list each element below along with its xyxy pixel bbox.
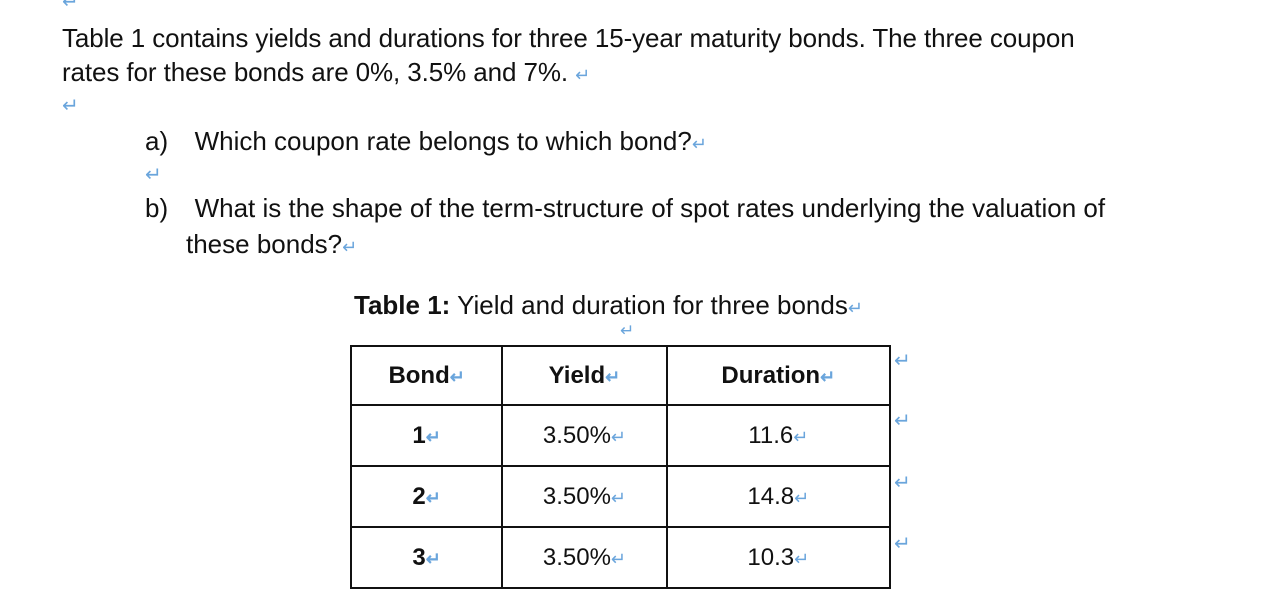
header-duration: Duration↵ <box>665 345 892 406</box>
table-row: 1↵ 3.50%↵ 11.6↵ <box>349 404 892 467</box>
intro-line-2: rates for these bonds are 0%, 3.5% and 7… <box>62 55 1202 92</box>
cell-end-icon: ↵ <box>794 548 810 569</box>
cell-end-icon: ↵ <box>794 487 810 508</box>
cell-end-icon: ↵ <box>610 426 627 447</box>
bonds-table: Bond↵ Yield↵ Duration↵ 1↵ 3.50%↵ 11.6↵ 2… <box>349 345 892 589</box>
cell-end-icon: ↵ <box>610 487 627 508</box>
cell-end-icon: ↵ <box>605 366 621 387</box>
cell-duration: 14.8↵ <box>665 465 892 528</box>
question-a-marker: a) <box>145 126 169 156</box>
cell-bond: 2↵ <box>349 465 504 528</box>
return-arrow-icon: ↵ <box>145 164 162 186</box>
row-end-icon: ↵ <box>894 410 911 432</box>
row-end-icon: ↵ <box>894 533 911 555</box>
return-arrow-icon: ↵ <box>62 0 79 13</box>
cell-end-icon: ↵ <box>425 426 441 447</box>
intro-line-1: Table 1 contains yields and durations fo… <box>62 23 1075 53</box>
row-end-icon: ↵ <box>894 472 911 494</box>
table-caption-label: Table 1: <box>354 290 451 320</box>
table-header-row: Bond↵ Yield↵ Duration↵ <box>349 345 892 406</box>
cell-end-icon: ↵ <box>425 548 441 569</box>
cell-end-icon: ↵ <box>820 366 836 387</box>
cell-duration: 10.3↵ <box>665 526 892 589</box>
cell-end-icon: ↵ <box>610 548 627 569</box>
question-b-line-2: these bonds?↵ <box>145 226 1205 265</box>
return-arrow-icon: ↵ <box>847 298 863 318</box>
return-arrow-icon: ↵ <box>62 95 79 117</box>
cell-bond: 1↵ <box>349 404 504 467</box>
question-a: a) Which coupon rate belongs to which bo… <box>145 123 707 162</box>
cell-yield: 3.50%↵ <box>501 404 668 467</box>
return-arrow-icon: ↵ <box>575 65 591 85</box>
return-arrow-icon: ↵ <box>620 321 635 340</box>
question-b-marker: b) <box>145 193 169 223</box>
table-row: 2↵ 3.50%↵ 14.8↵ <box>349 465 892 528</box>
cell-duration: 11.6↵ <box>665 404 892 467</box>
table-caption-text: Yield and duration for three bonds <box>457 290 848 320</box>
cell-bond: 3↵ <box>349 526 504 589</box>
intro-line-2-text: rates for these bonds are 0%, 3.5% and 7… <box>62 57 568 87</box>
table-caption: Table 1: Yield and duration for three bo… <box>354 288 863 325</box>
question-b-text-line-1: What is the shape of the term-structure … <box>194 193 1106 223</box>
return-arrow-icon: ↵ <box>691 134 707 154</box>
table-row: 3↵ 3.50%↵ 10.3↵ <box>349 526 892 589</box>
cell-end-icon: ↵ <box>793 426 809 447</box>
question-b-text-line-2: these bonds? <box>186 229 343 259</box>
question-a-text: Which coupon rate belongs to which bond? <box>194 126 692 156</box>
question-b: b) What is the shape of the term-structu… <box>145 190 1205 265</box>
header-bond: Bond↵ <box>349 345 504 406</box>
question-b-line-1: b) What is the shape of the term-structu… <box>145 190 1205 226</box>
cell-end-icon: ↵ <box>425 487 441 508</box>
intro-paragraph: Table 1 contains yields and durations fo… <box>62 21 1202 92</box>
return-arrow-icon: ↵ <box>342 237 358 257</box>
cell-end-icon: ↵ <box>449 366 465 387</box>
cell-yield: 3.50%↵ <box>501 526 668 589</box>
cell-yield: 3.50%↵ <box>501 465 668 528</box>
header-yield: Yield↵ <box>501 345 668 406</box>
row-end-icon: ↵ <box>894 350 911 372</box>
